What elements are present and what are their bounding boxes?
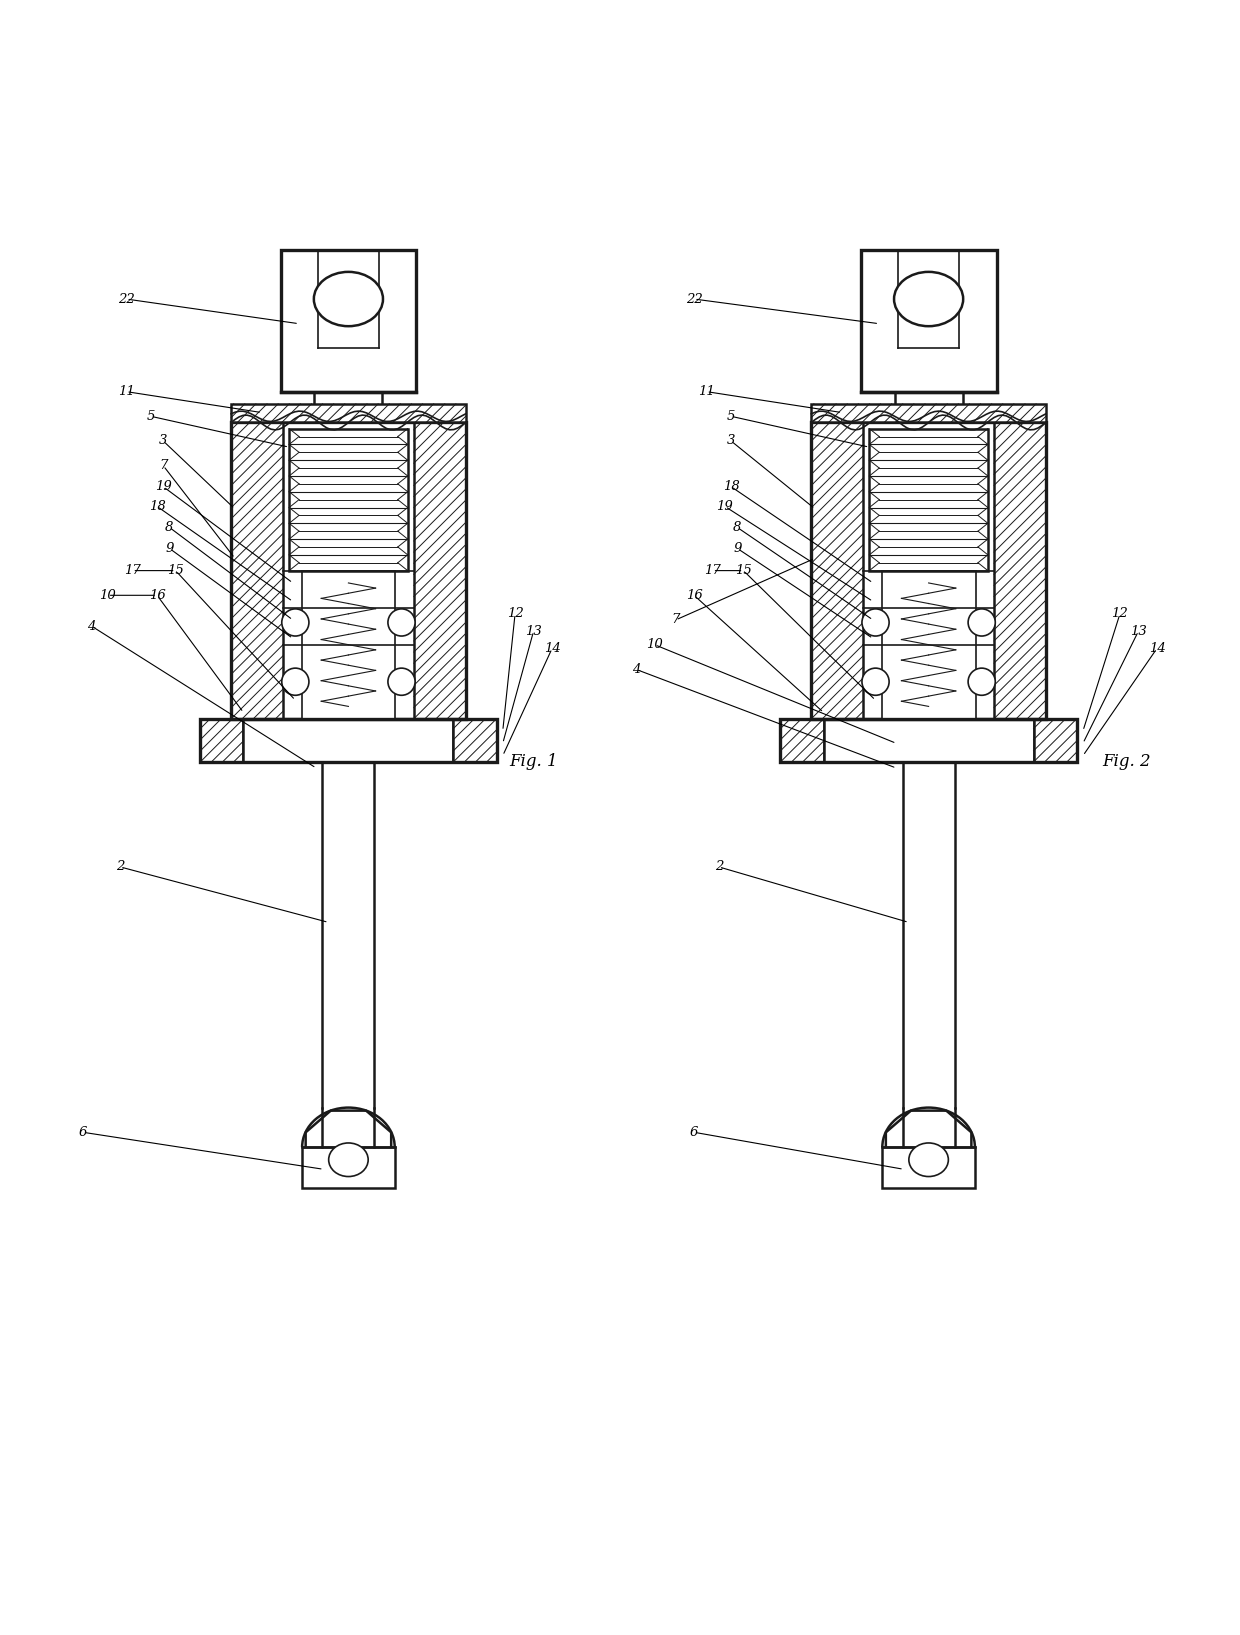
Ellipse shape	[388, 669, 415, 695]
Ellipse shape	[281, 608, 309, 636]
Text: 19: 19	[717, 500, 733, 513]
Text: 7: 7	[159, 459, 167, 473]
Text: 9: 9	[733, 541, 742, 554]
Bar	[454, 719, 496, 762]
Polygon shape	[231, 404, 466, 422]
Text: 4: 4	[632, 662, 640, 675]
Ellipse shape	[329, 1143, 368, 1177]
Bar	[861, 250, 997, 392]
Text: 22: 22	[118, 293, 135, 306]
Bar	[882, 571, 976, 719]
Text: 6: 6	[689, 1127, 698, 1140]
Text: 12: 12	[507, 607, 523, 620]
Bar	[301, 571, 396, 719]
Text: 5: 5	[146, 410, 155, 423]
Text: 2: 2	[714, 860, 723, 873]
Text: 7: 7	[671, 613, 680, 626]
Bar	[780, 719, 823, 762]
Polygon shape	[811, 404, 1045, 422]
Bar	[883, 1148, 975, 1189]
Bar	[303, 1148, 394, 1189]
Text: 8: 8	[733, 522, 742, 535]
Ellipse shape	[894, 271, 963, 327]
Text: 6: 6	[79, 1127, 87, 1140]
Text: 15: 15	[167, 564, 184, 577]
Text: 11: 11	[118, 386, 135, 397]
Ellipse shape	[388, 608, 415, 636]
Ellipse shape	[968, 608, 996, 636]
Text: Fig. 2: Fig. 2	[1102, 754, 1151, 770]
Text: 13: 13	[526, 625, 542, 638]
Text: 17: 17	[704, 564, 720, 577]
Bar	[811, 422, 863, 719]
Bar	[201, 719, 496, 762]
Bar	[869, 428, 988, 571]
Text: 18: 18	[723, 481, 739, 494]
Ellipse shape	[909, 1143, 949, 1177]
Text: 19: 19	[155, 481, 171, 494]
Text: 13: 13	[1130, 625, 1147, 638]
Text: 4: 4	[88, 620, 95, 633]
Bar	[231, 422, 283, 719]
Text: 10: 10	[646, 638, 663, 651]
Polygon shape	[305, 1110, 391, 1185]
Text: 5: 5	[727, 410, 735, 423]
Polygon shape	[885, 1110, 971, 1185]
Ellipse shape	[968, 669, 996, 695]
Bar	[994, 422, 1045, 719]
Text: 3: 3	[727, 435, 735, 448]
Ellipse shape	[862, 608, 889, 636]
Bar	[201, 719, 243, 762]
Bar	[811, 422, 1045, 719]
Text: 3: 3	[159, 435, 167, 448]
Text: 10: 10	[99, 589, 117, 602]
Text: 17: 17	[124, 564, 141, 577]
Bar	[289, 428, 408, 571]
Text: 9: 9	[165, 541, 174, 554]
Text: 16: 16	[149, 589, 165, 602]
Bar	[280, 250, 417, 392]
Text: 18: 18	[149, 500, 165, 513]
Text: 14: 14	[543, 643, 560, 656]
Ellipse shape	[314, 271, 383, 327]
Text: Fig. 1: Fig. 1	[510, 754, 558, 770]
Bar	[414, 422, 466, 719]
Ellipse shape	[281, 669, 309, 695]
Bar	[231, 422, 466, 719]
Text: 11: 11	[698, 386, 714, 397]
Text: 14: 14	[1148, 643, 1166, 656]
Text: 15: 15	[735, 564, 751, 577]
Bar	[1033, 719, 1076, 762]
Text: 16: 16	[686, 589, 702, 602]
Text: 22: 22	[686, 293, 702, 306]
Text: 2: 2	[115, 860, 124, 873]
Text: 12: 12	[1111, 607, 1128, 620]
Ellipse shape	[862, 669, 889, 695]
Text: 8: 8	[165, 522, 174, 535]
Bar	[780, 719, 1076, 762]
